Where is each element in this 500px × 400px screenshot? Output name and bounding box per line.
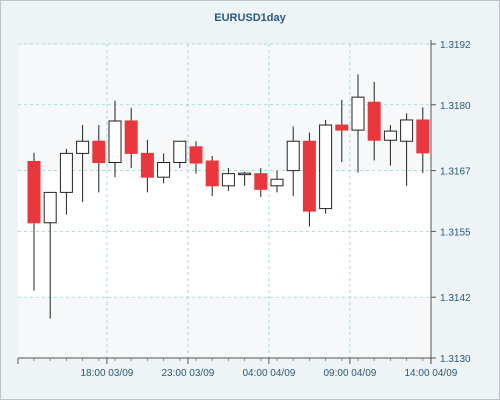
candle-body-down: [27, 160, 41, 224]
candle-body-up: [59, 152, 73, 193]
candle-body-up: [157, 162, 171, 178]
candle-body-up: [319, 124, 333, 210]
x-tick-label: 18:00 03/09: [80, 368, 133, 379]
candle-body-down: [335, 124, 349, 131]
candle-body-up: [173, 140, 187, 164]
y-tick-label: 1.3142: [440, 293, 471, 304]
y-tick-label: 1.3130: [440, 354, 471, 365]
candle-body-down: [124, 120, 138, 154]
candle-body-up: [383, 130, 397, 141]
candle-body-down: [140, 152, 154, 178]
x-tick-label: 09:00 04/09: [323, 368, 376, 379]
candle-body-down: [205, 160, 219, 187]
x-tick-label: 04:00 04/09: [242, 368, 295, 379]
plot-band: [18, 170, 431, 298]
candle-body-down: [416, 119, 430, 154]
candle-body-down: [254, 173, 268, 190]
candle-body-up: [43, 191, 57, 224]
candle-body-up: [351, 96, 365, 131]
candle-body-up: [238, 172, 252, 176]
y-tick-label: 1.3167: [440, 167, 471, 178]
candle-body-down: [367, 101, 381, 141]
candle-body-up: [286, 140, 300, 172]
candle-body-up: [221, 173, 235, 187]
candle-body-down: [302, 140, 316, 212]
candle-body-up: [270, 178, 284, 187]
chart-title: EURUSD1day: [214, 12, 286, 24]
candle-body-up: [76, 140, 90, 154]
y-tick-label: 1.3192: [440, 40, 471, 51]
candle-body-up: [108, 120, 122, 164]
y-tick-label: 1.3155: [440, 227, 471, 238]
y-tick-label: 1.3180: [440, 101, 471, 112]
candle-body-down: [189, 146, 203, 164]
candle-body-up: [400, 119, 414, 142]
x-tick-label: 23:00 03/09: [161, 368, 214, 379]
x-tick-label: 14:00 04/09: [404, 368, 457, 379]
candle-body-down: [92, 140, 106, 164]
